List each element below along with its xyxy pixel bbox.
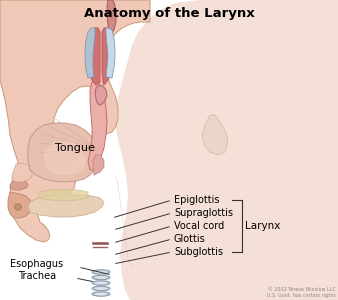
Polygon shape bbox=[95, 85, 107, 105]
Text: Supraglottis: Supraglottis bbox=[174, 208, 233, 218]
Ellipse shape bbox=[95, 293, 107, 295]
Polygon shape bbox=[0, 0, 150, 242]
Text: Larynx: Larynx bbox=[245, 221, 281, 231]
Polygon shape bbox=[88, 28, 100, 85]
Polygon shape bbox=[202, 115, 228, 155]
Text: Trachea: Trachea bbox=[18, 271, 56, 281]
Text: Epiglottis: Epiglottis bbox=[174, 195, 219, 205]
Polygon shape bbox=[10, 180, 28, 190]
Polygon shape bbox=[8, 192, 32, 218]
Ellipse shape bbox=[95, 271, 107, 273]
Polygon shape bbox=[14, 204, 22, 210]
Ellipse shape bbox=[92, 270, 110, 274]
Text: Esophagus: Esophagus bbox=[10, 259, 63, 269]
Polygon shape bbox=[12, 163, 32, 182]
Polygon shape bbox=[115, 0, 338, 300]
Ellipse shape bbox=[92, 292, 110, 296]
Ellipse shape bbox=[92, 281, 110, 285]
Text: Vocal cord: Vocal cord bbox=[174, 221, 224, 231]
Text: Anatomy of the Larynx: Anatomy of the Larynx bbox=[83, 7, 255, 20]
Polygon shape bbox=[85, 28, 95, 78]
Ellipse shape bbox=[92, 275, 110, 280]
Polygon shape bbox=[38, 189, 88, 201]
Polygon shape bbox=[102, 28, 114, 85]
Text: Subglottis: Subglottis bbox=[174, 247, 223, 257]
Polygon shape bbox=[44, 142, 85, 175]
Ellipse shape bbox=[92, 286, 110, 291]
Polygon shape bbox=[88, 80, 107, 170]
Polygon shape bbox=[28, 195, 104, 217]
Text: Glottis: Glottis bbox=[174, 234, 206, 244]
Polygon shape bbox=[106, 28, 115, 78]
Ellipse shape bbox=[95, 282, 107, 284]
Polygon shape bbox=[93, 155, 104, 175]
Text: © 2012 Terese Winslow LLC
U.S. Govt. has certain rights: © 2012 Terese Winslow LLC U.S. Govt. has… bbox=[267, 287, 336, 298]
Ellipse shape bbox=[95, 287, 107, 290]
Ellipse shape bbox=[95, 276, 107, 279]
Polygon shape bbox=[28, 123, 98, 182]
Text: Tongue: Tongue bbox=[55, 143, 95, 153]
Polygon shape bbox=[107, 0, 116, 35]
